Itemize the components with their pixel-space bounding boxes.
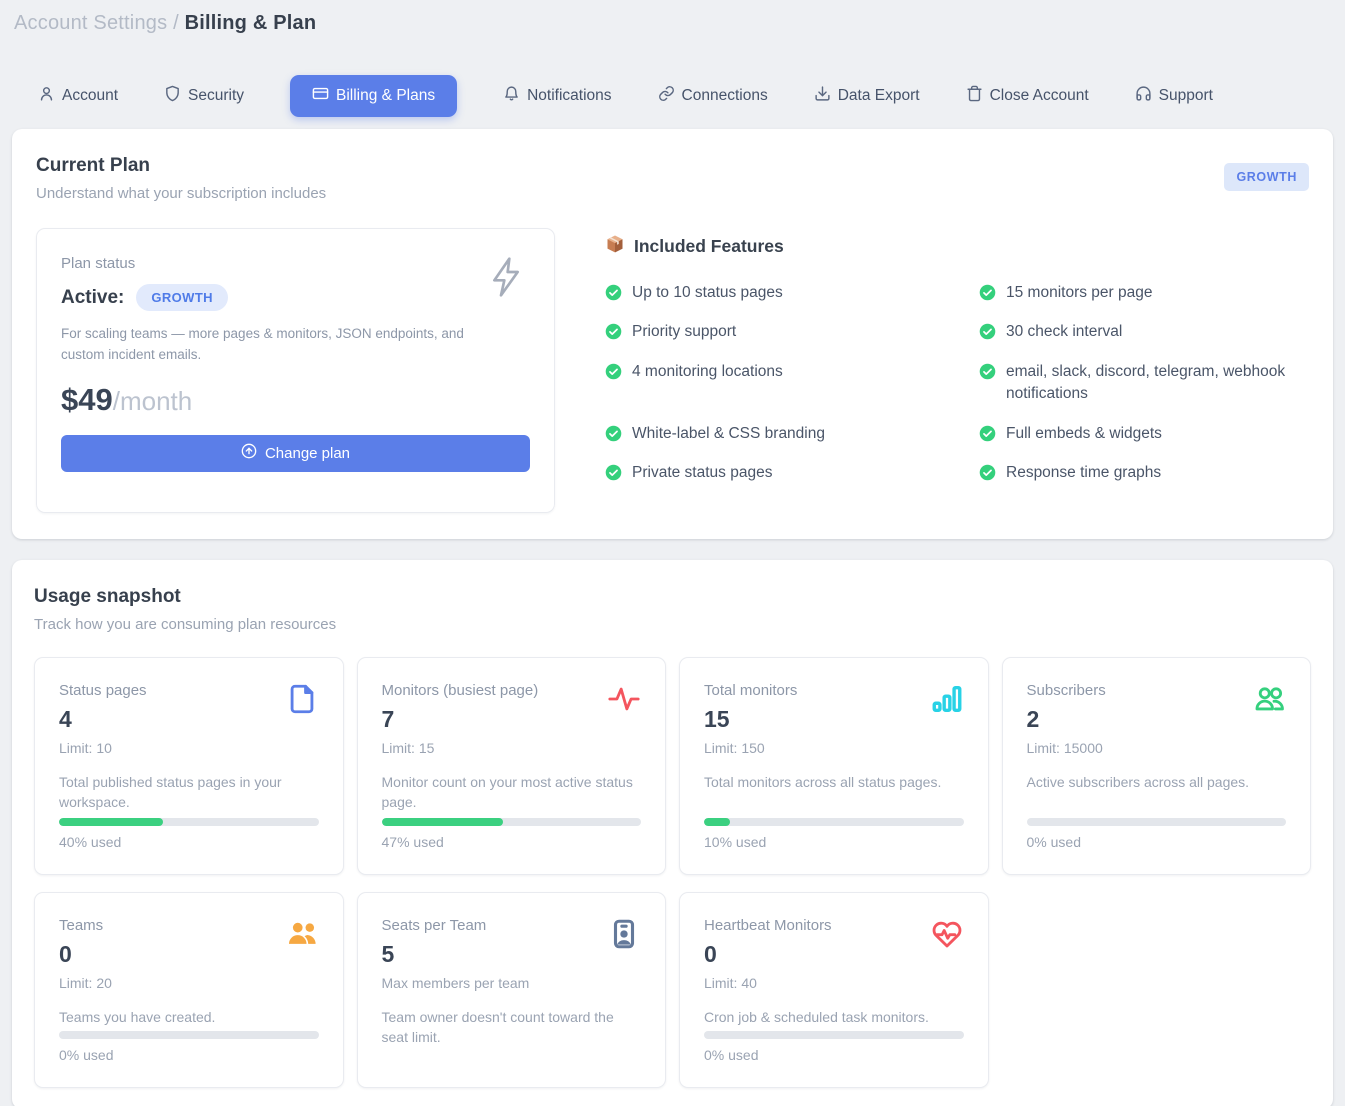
usage-card-subscribers: Subscribers 2 Limit: 15000 Active subscr… xyxy=(1001,657,1311,875)
usage-card-status-pages: Status pages 4 Limit: 10 Total published… xyxy=(34,657,344,875)
tab-notifications[interactable]: Notifications xyxy=(503,85,612,107)
check-circle-icon xyxy=(979,425,996,442)
breadcrumb-section[interactable]: Account Settings xyxy=(14,12,168,34)
shield-icon xyxy=(164,85,181,107)
feature-item: email, slack, discord, telegram, webhook… xyxy=(979,361,1309,406)
current-plan-subtitle: Understand what your subscription includ… xyxy=(36,185,327,202)
download-icon xyxy=(814,85,831,107)
usage-card-teams: Teams 0 Limit: 20 Teams you have created… xyxy=(34,892,344,1088)
tab-connections[interactable]: Connections xyxy=(658,85,768,107)
usage-card-heartbeat-monitors: Heartbeat Monitors 0 Limit: 40 Cron job … xyxy=(679,892,989,1088)
tab-account[interactable]: Account xyxy=(38,85,118,107)
page-title: Billing & Plan xyxy=(184,12,317,34)
check-circle-icon xyxy=(605,465,622,481)
usage-subtitle: Track how you are consuming plan resourc… xyxy=(34,616,337,633)
usage-progress: 10% used xyxy=(704,818,964,850)
heart-pulse-icon xyxy=(930,917,964,956)
plan-status-badge: GROWTH xyxy=(136,284,228,311)
check-circle-icon xyxy=(979,284,996,301)
plan-tier-badge: GROWTH xyxy=(1224,163,1309,191)
plan-description: For scaling teams — more pages & monitor… xyxy=(61,326,464,362)
feature-item: 15 monitors per page xyxy=(979,282,1309,304)
user-icon xyxy=(38,85,55,107)
usage-progress: 0% used xyxy=(704,1031,964,1063)
feature-item: Full embeds & widgets xyxy=(979,423,1309,445)
change-plan-button[interactable]: Change plan xyxy=(61,434,530,472)
check-circle-icon xyxy=(605,324,622,340)
lightning-icon xyxy=(486,255,526,304)
plan-price-period: /month xyxy=(112,385,193,416)
check-circle-icon xyxy=(605,425,622,442)
link-icon xyxy=(658,85,675,107)
usage-card-total-monitors: Total monitors 15 Limit: 150 Total monit… xyxy=(679,657,989,875)
included-features: Included Features Up to 10 status pages … xyxy=(605,234,1309,513)
activity-icon xyxy=(607,682,641,721)
plan-status-value: Active: xyxy=(61,286,125,308)
check-circle-icon xyxy=(979,363,996,380)
feature-item: Up to 10 status pages xyxy=(605,282,935,304)
tab-close-account[interactable]: Close Account xyxy=(966,85,1089,107)
check-circle-icon xyxy=(605,363,622,380)
usage-progress: 0% used xyxy=(1026,818,1286,850)
contact-card-icon xyxy=(607,917,641,956)
feature-item: Private status pages xyxy=(605,462,935,484)
tab-security[interactable]: Security xyxy=(164,85,244,107)
users-filled-icon xyxy=(285,917,319,956)
package-icon xyxy=(605,234,625,259)
check-circle-icon xyxy=(605,284,622,301)
check-circle-icon xyxy=(979,324,996,340)
usage-snapshot-panel: Usage snapshot Track how you are consumi… xyxy=(12,560,1333,1106)
trash-icon xyxy=(966,85,983,107)
bell-icon xyxy=(503,85,520,107)
users-outline-icon xyxy=(1252,682,1286,721)
check-circle-icon xyxy=(979,465,996,481)
tab-data-export[interactable]: Data Export xyxy=(814,85,920,107)
current-plan-title: Current Plan xyxy=(36,155,151,176)
headset-icon xyxy=(1135,85,1152,107)
bar-chart-icon xyxy=(930,682,964,721)
breadcrumb: Account Settings / Billing & Plan xyxy=(0,0,1345,35)
usage-card-monitors-busiest: Monitors (busiest page) 7 Limit: 15 Moni… xyxy=(356,657,666,875)
plan-status-label: Plan status xyxy=(61,255,136,272)
current-plan-panel: Current Plan Understand what your subscr… xyxy=(12,129,1333,539)
feature-item: Response time graphs xyxy=(979,462,1309,484)
usage-progress: 47% used xyxy=(381,818,641,850)
plan-status-card: Plan status Active: GROWTH For scaling t… xyxy=(36,228,555,513)
usage-progress: 0% used xyxy=(59,1031,319,1063)
plan-price: $49 xyxy=(61,381,113,417)
feature-item: 4 monitoring locations xyxy=(605,361,935,406)
file-icon xyxy=(285,682,319,721)
tab-billing-plans[interactable]: Billing & Plans xyxy=(290,75,458,117)
usage-title: Usage snapshot xyxy=(34,586,181,607)
included-features-heading: Included Features xyxy=(634,236,784,256)
feature-item: White-label & CSS branding xyxy=(605,423,935,445)
circle-arrow-up-icon xyxy=(241,443,257,463)
usage-card-seats-per-team: Seats per Team 5 Max members per team Te… xyxy=(356,892,666,1088)
usage-progress: 40% used xyxy=(59,818,319,850)
feature-item: Priority support xyxy=(605,321,935,343)
settings-tabbar: Account Security Billing & Plans Notific… xyxy=(38,75,1331,117)
tab-support[interactable]: Support xyxy=(1135,85,1213,107)
feature-item: 30 check interval xyxy=(979,321,1309,343)
credit-card-icon xyxy=(312,85,329,107)
breadcrumb-separator: / xyxy=(173,12,179,34)
